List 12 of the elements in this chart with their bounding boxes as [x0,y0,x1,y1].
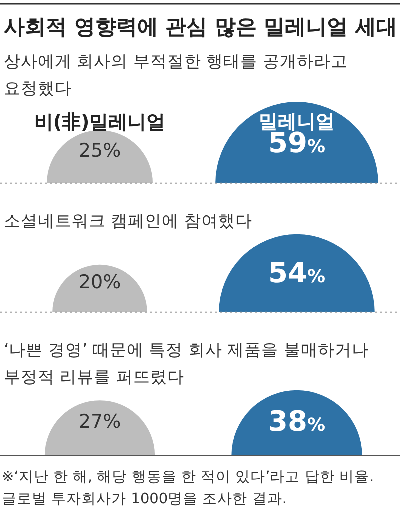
data-label: 20% [78,272,122,294]
data-label: 38% [268,404,326,438]
category-label: 상사에게 회사의 부적절한 행태를 공개하라고 요청했다 [4,52,348,98]
text: 사회적 영향력에 관심 많은 밀레니얼 세대 [4,15,398,39]
category-label: ‘나쁜 경영’ 때문에 특정 회사 제품을 불매하거나 부정적 리뷰를 퍼뜨렸다 [4,340,369,386]
data-label: 25% [78,140,122,162]
data-label: 27% [78,411,122,434]
category-label: 소셜네트워크 캠페인에 참여했다 [4,211,252,230]
text: 글로벌 투자회사가 1000명을 조사한 결과. [2,492,287,508]
series-label: 비(非)밀레니얼 [34,111,166,134]
data-label: 54% [268,256,326,290]
text: ※‘지난 한 해, 해당 행동을 한 적이 있다’라고 답한 비율. [2,470,374,486]
